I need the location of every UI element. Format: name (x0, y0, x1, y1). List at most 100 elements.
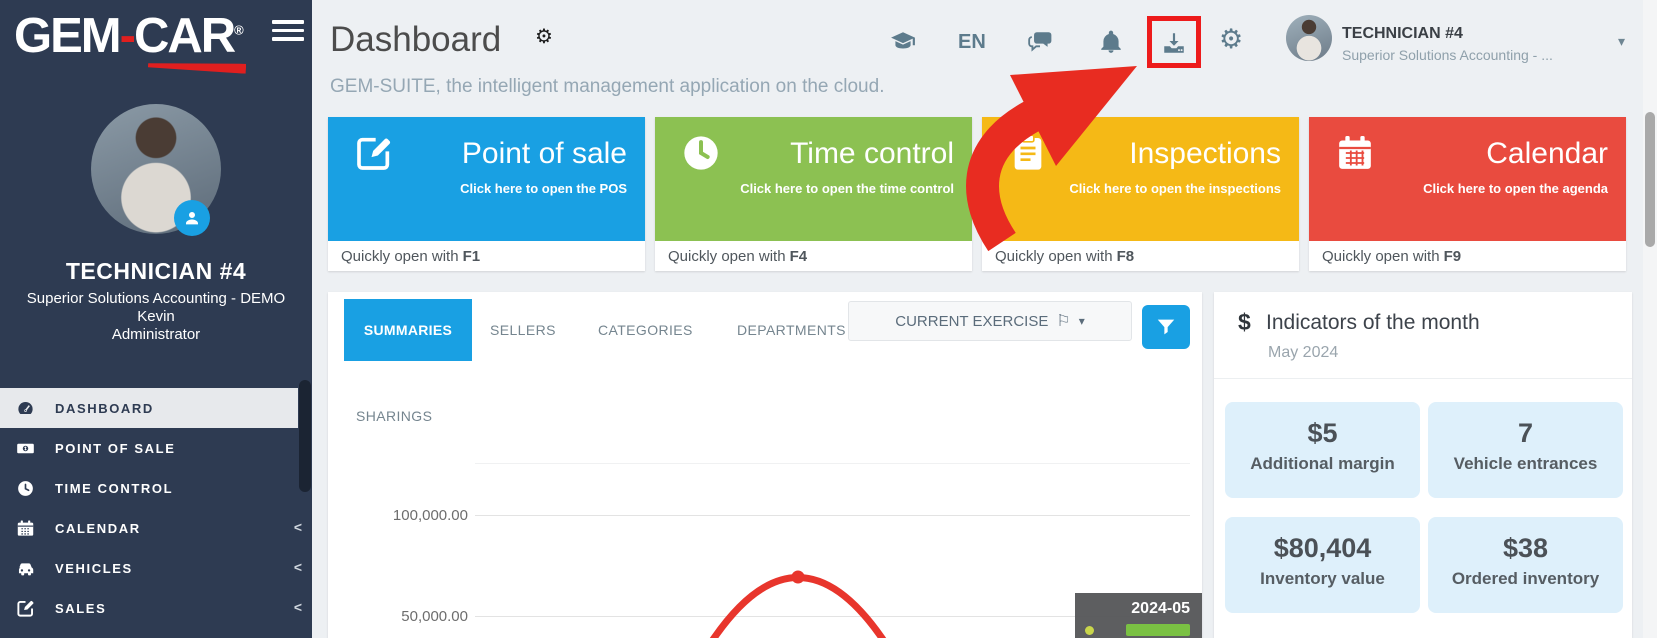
sidebar-item-label: POINT OF SALE (55, 440, 176, 456)
page-title: Dashboard (330, 20, 502, 59)
chart-tooltip: 2024-05 (1075, 593, 1202, 638)
chat-icon[interactable] (1027, 29, 1053, 60)
indicator-inventory-value: $80,404 Inventory value (1225, 517, 1420, 613)
sidebar-item-time-control[interactable]: TIME CONTROL (0, 468, 312, 508)
profile-role: Administrator (111, 326, 201, 343)
language-selector[interactable]: EN (958, 31, 986, 53)
dollar-icon: $ (1238, 309, 1251, 335)
chevron-left-icon: < (293, 559, 302, 575)
bell-icon[interactable] (1098, 29, 1124, 60)
profile-company: Superior Solutions Accounting - DEMO Kev… (0, 290, 312, 344)
current-exercise-selector[interactable]: CURRENT EXERCISE ⚐ ▾ (848, 301, 1132, 341)
quick-card-footer: Quickly open with F4 (668, 247, 808, 265)
indicator-value: $38 (1502, 533, 1549, 563)
funnel-icon (1157, 319, 1175, 335)
gem-car-logo: GEM-CAR® (14, 9, 244, 63)
gridline (475, 463, 1190, 464)
graduation-cap-icon[interactable] (890, 29, 916, 60)
clock-icon (18, 480, 33, 496)
title-gear-icon[interactable]: ⚙ (535, 26, 553, 48)
quick-card-subtitle: Click here to open the agenda (1423, 181, 1608, 196)
quick-card-point-of-sale[interactable]: Point of sale Click here to open the POS… (328, 117, 645, 271)
indicators-title: Indicators of the month (1266, 311, 1480, 334)
page-subtitle: GEM-SUITE, the intelligent management ap… (330, 76, 885, 97)
gear-icon[interactable]: ⚙ (1219, 24, 1244, 54)
indicator-value: $5 (1307, 418, 1338, 448)
sidebar-nav: DASHBOARD POINT OF SALE TIME CONTROL CAL… (0, 388, 312, 628)
indicator-ordered-inventory: $38 Ordered inventory (1428, 517, 1623, 613)
indicator-label: Vehicle entrances (1453, 454, 1598, 473)
quick-card-title: Inspections (1129, 137, 1281, 170)
sidebar-item-label: DASHBOARD (55, 400, 154, 416)
quick-card-inspections[interactable]: Inspections Click here to open the inspe… (982, 117, 1299, 271)
header-user-company: Superior Solutions Accounting - ... (1342, 47, 1553, 63)
tab-summaries[interactable]: SUMMARIES (344, 299, 472, 361)
flag-icon: ⚐ (1056, 313, 1071, 330)
quick-card-title: Time control (790, 137, 954, 170)
sidebar-item-calendar[interactable]: CALENDAR < (0, 508, 312, 548)
calendar-icon (1339, 136, 1371, 169)
indicators-panel: $ Indicators of the month May 2024 $5 Ad… (1214, 292, 1632, 638)
filter-button[interactable] (1142, 305, 1190, 349)
header-user-name: TECHNICIAN #4 (1342, 25, 1463, 42)
page-scrollbar-thumb[interactable] (1645, 112, 1655, 247)
series-marker-icon (1085, 625, 1094, 635)
caret-down-icon[interactable]: ▾ (1618, 33, 1626, 49)
hovered-data-point (791, 570, 805, 584)
dashboard-panel: SUMMARIES SELLERS CATEGORIES DEPARTMENTS… (328, 292, 1202, 638)
tooltip-clipped-row (1085, 624, 1190, 636)
sidebar-item-point-of-sale[interactable]: POINT OF SALE (0, 428, 312, 468)
gauge-icon (18, 401, 33, 414)
sidebar-item-label: VEHICLES (55, 560, 133, 576)
quick-card-top[interactable]: Time control Click here to open the time… (655, 117, 972, 241)
quick-card-time-control[interactable]: Time control Click here to open the time… (655, 117, 972, 271)
current-exercise-label: CURRENT EXERCISE (895, 312, 1049, 330)
gridline-100000 (475, 515, 1190, 516)
edit-icon (17, 600, 34, 617)
indicator-additional-margin: $5 Additional margin (1225, 402, 1420, 498)
banknote-icon (17, 443, 34, 453)
chevron-left-icon: < (293, 599, 302, 615)
quick-card-footer: Quickly open with F9 (1322, 247, 1462, 265)
tab-sharings[interactable]: SHARINGS (356, 408, 433, 424)
person-badge-icon (174, 200, 210, 236)
download-icon[interactable] (1161, 30, 1187, 61)
tab-departments[interactable]: DEPARTMENTS (737, 322, 846, 338)
indicator-label: Ordered inventory (1451, 569, 1600, 588)
clipboard-icon (1014, 134, 1042, 170)
quick-card-top[interactable]: Point of sale Click here to open the POS (328, 117, 645, 241)
quick-card-footer: Quickly open with F1 (341, 247, 481, 265)
page-scrollbar-track (1643, 0, 1657, 638)
profile-company-line: Superior Solutions Accounting - DEMO (26, 290, 286, 307)
sidebar-item-label: SALES (55, 600, 107, 616)
sidebar-item-label: CALENDAR (55, 520, 141, 536)
clock-icon (684, 136, 718, 170)
sidebar-item-sales[interactable]: SALES < (0, 588, 312, 628)
divider (1214, 378, 1632, 379)
profile-user: Kevin (137, 308, 175, 325)
quick-card-top[interactable]: Inspections Click here to open the inspe… (982, 117, 1299, 241)
sidebar-item-vehicles[interactable]: VEHICLES < (0, 548, 312, 588)
edit-square-icon (357, 137, 391, 170)
sidebar-profile: TECHNICIAN #4 Superior Solutions Account… (0, 100, 312, 380)
tab-sellers[interactable]: SELLERS (490, 322, 556, 338)
quick-card-top[interactable]: Calendar Click here to open the agenda (1309, 117, 1626, 241)
sidebar-item-dashboard[interactable]: DASHBOARD (0, 388, 298, 428)
chevron-left-icon: < (293, 519, 302, 535)
quick-card-subtitle: Click here to open the inspections (1069, 181, 1281, 196)
y-axis-tick: 100,000.00 (392, 507, 468, 524)
quick-card-title: Point of sale (461, 137, 627, 170)
indicator-value: $80,404 (1273, 533, 1372, 563)
caret-down-icon: ▾ (1078, 314, 1085, 328)
tooltip-period: 2024-05 (1131, 600, 1190, 617)
quick-card-calendar[interactable]: Calendar Click here to open the agenda Q… (1309, 117, 1626, 271)
header-avatar[interactable] (1286, 15, 1332, 61)
profile-name: TECHNICIAN #4 (65, 258, 247, 284)
sidebar-scrollbar[interactable] (299, 380, 311, 492)
indicators-period: May 2024 (1268, 344, 1339, 361)
indicator-value: 7 (1517, 418, 1534, 448)
hamburger-menu-icon[interactable] (272, 20, 304, 44)
quick-card-subtitle: Click here to open the POS (460, 181, 627, 196)
indicator-label: Inventory value (1260, 569, 1385, 588)
tab-categories[interactable]: CATEGORIES (598, 322, 693, 338)
